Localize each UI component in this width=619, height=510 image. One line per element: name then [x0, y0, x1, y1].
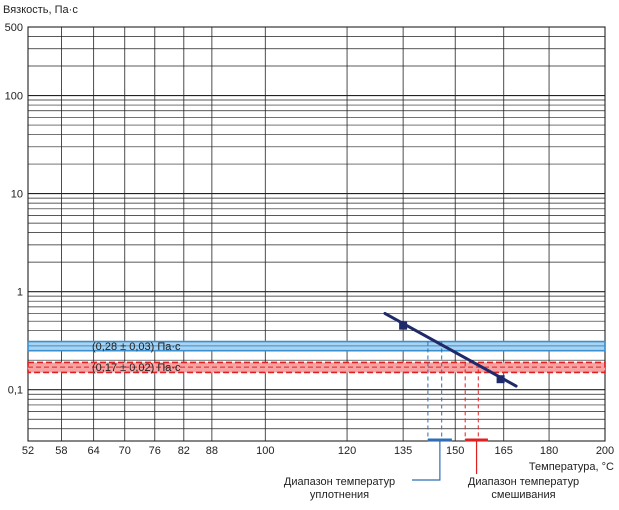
viscosity-band-label: (0,28 ± 0,03) Па·с	[92, 341, 181, 353]
callout-box	[456, 474, 591, 504]
x-tick-label: 135	[394, 445, 412, 457]
y-tick-label: 0,1	[8, 385, 23, 397]
data-point-marker	[496, 375, 505, 384]
plot-frame	[27, 26, 606, 442]
x-tick-label: 88	[206, 445, 218, 457]
callout-box	[272, 474, 407, 504]
x-axis-title: Температура, °С	[529, 461, 614, 473]
x-tick-label: 58	[55, 445, 67, 457]
x-tick-label: 70	[119, 445, 131, 457]
y-tick-label: 100	[5, 91, 23, 103]
grid	[27, 26, 606, 442]
callout-text-line: Диапазон температур	[468, 476, 579, 488]
x-tick-label: 100	[256, 445, 274, 457]
y-tick-label: 500	[5, 22, 23, 34]
callout-text-line: уплотнения	[310, 489, 369, 501]
x-tick-label: 200	[596, 445, 614, 457]
viscosity-band-label: (0,17 ± 0,02) Па·с	[92, 362, 181, 374]
y-tick-label: 1	[17, 287, 23, 299]
tick-labels: 52 58 64 70 76 82 88 100 120 135 150 165 180 20050010…	[5, 22, 615, 457]
viscosity-bands: (0,28 ± 0,03) Па·с (0,17 ± 0,02) Па·с	[27, 340, 606, 374]
y-axis-title: Вязкость, Па·с	[3, 4, 78, 16]
temperature-ranges	[427, 341, 488, 442]
series-layer	[383, 311, 518, 388]
x-tick-label: 82	[178, 445, 190, 457]
callout-leader	[412, 441, 441, 481]
callout-text-line: смешивания	[491, 489, 555, 501]
x-tick-label: 64	[88, 445, 100, 457]
x-tick-label: 52	[22, 445, 34, 457]
data-point-marker	[399, 321, 408, 330]
x-tick-label: 120	[338, 445, 356, 457]
x-tick-label: 165	[495, 445, 513, 457]
x-tick-label: 76	[149, 445, 161, 457]
x-tick-label: 180	[540, 445, 558, 457]
y-tick-label: 10	[11, 189, 23, 201]
x-tick-label: 150	[446, 445, 464, 457]
callout-text-line: Диапазон температур	[284, 476, 395, 488]
